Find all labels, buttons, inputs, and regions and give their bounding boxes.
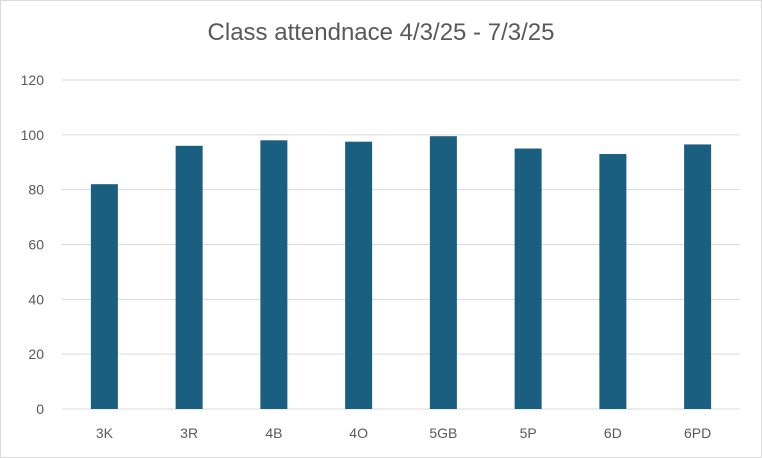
bar-3R bbox=[175, 145, 203, 410]
bar-4O bbox=[345, 141, 373, 409]
y-tick-label: 0 bbox=[36, 401, 44, 417]
x-tick-label: 4B bbox=[265, 425, 282, 441]
chart-title: Class attendnace 4/3/25 - 7/3/25 bbox=[207, 19, 555, 46]
y-tick-label: 100 bbox=[21, 127, 45, 143]
x-axis-ticks: 3K 3R 4B 4O 5GB 5P 6D 6PD bbox=[96, 425, 711, 441]
x-tick-label: 6PD bbox=[684, 425, 711, 441]
x-tick-label: 6D bbox=[604, 425, 622, 441]
x-tick-label: 5P bbox=[520, 425, 537, 441]
y-tick-label: 20 bbox=[28, 346, 44, 362]
bar-6PD bbox=[684, 144, 712, 409]
y-axis-ticks: 0 20 40 60 80 100 120 bbox=[21, 72, 45, 417]
bar-3K bbox=[90, 184, 118, 409]
x-tick-label: 5GB bbox=[429, 425, 457, 441]
x-tick-label: 3R bbox=[180, 425, 198, 441]
bar-6D bbox=[599, 154, 627, 409]
gridlines bbox=[62, 79, 740, 410]
x-tick-label: 4O bbox=[349, 425, 368, 441]
y-tick-label: 120 bbox=[21, 72, 45, 88]
bar-5GB bbox=[429, 136, 457, 409]
bar-5P bbox=[514, 148, 542, 409]
y-tick-label: 40 bbox=[28, 291, 44, 307]
y-tick-label: 80 bbox=[28, 182, 44, 198]
bar-4B bbox=[260, 140, 288, 410]
x-tick-label: 3K bbox=[96, 425, 114, 441]
y-tick-label: 60 bbox=[28, 237, 44, 253]
bars bbox=[90, 136, 712, 410]
